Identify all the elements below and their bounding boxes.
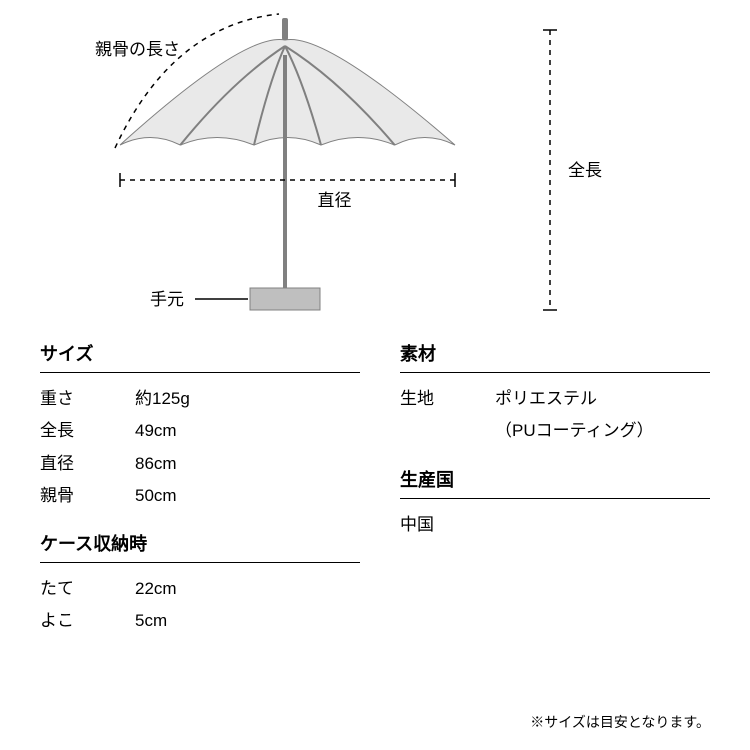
case-heading: ケース収納時 — [40, 530, 360, 563]
material-row: （PUコーティング） — [400, 415, 710, 447]
diagram-svg: 親骨の長さ直径 全長手元 — [0, 0, 750, 340]
case-value: 22cm — [135, 573, 360, 605]
material-label — [400, 415, 495, 447]
size-heading: サイズ — [40, 340, 360, 373]
origin-heading: 生産国 — [400, 466, 710, 499]
size-label: 全長 — [40, 415, 135, 447]
size-value: 約125g — [135, 383, 360, 415]
case-section: ケース収納時 たて22cmよこ5cm — [40, 530, 360, 638]
case-label: たて — [40, 573, 135, 605]
origin-section: 生産国 中国 — [400, 466, 710, 541]
size-value: 86cm — [135, 448, 360, 480]
material-label: 生地 — [400, 383, 495, 415]
size-value: 50cm — [135, 480, 360, 512]
rib-length-label: 親骨の長さ — [95, 40, 180, 59]
diameter-label: 直径 — [318, 191, 352, 210]
size-label: 重さ — [40, 383, 135, 415]
case-label: よこ — [40, 605, 135, 637]
handle-label: 手元 — [150, 290, 184, 309]
material-section: 素材 生地ポリエステル（PUコーティング） — [400, 340, 710, 448]
size-label: 親骨 — [40, 480, 135, 512]
case-row: たて22cm — [40, 573, 360, 605]
size-row: 直径86cm — [40, 448, 360, 480]
footnote: ※サイズは目安となります。 — [530, 712, 710, 732]
material-heading: 素材 — [400, 340, 710, 373]
size-row: 重さ約125g — [40, 383, 360, 415]
size-value: 49cm — [135, 415, 360, 447]
umbrella-diagram: 親骨の長さ直径 全長手元 — [0, 0, 750, 340]
origin-value: 中国 — [400, 509, 710, 541]
total-length-label: 全長 — [568, 161, 602, 180]
size-section: サイズ 重さ約125g全長49cm直径86cm親骨50cm — [40, 340, 360, 512]
size-row: 親骨50cm — [40, 480, 360, 512]
material-value: （PUコーティング） — [495, 415, 710, 447]
spec-tables: サイズ 重さ約125g全長49cm直径86cm親骨50cm ケース収納時 たて2… — [0, 340, 750, 656]
material-row: 生地ポリエステル — [400, 383, 710, 415]
size-row: 全長49cm — [40, 415, 360, 447]
material-value: ポリエステル — [495, 383, 710, 415]
case-row: よこ5cm — [40, 605, 360, 637]
size-label: 直径 — [40, 448, 135, 480]
case-value: 5cm — [135, 605, 360, 637]
